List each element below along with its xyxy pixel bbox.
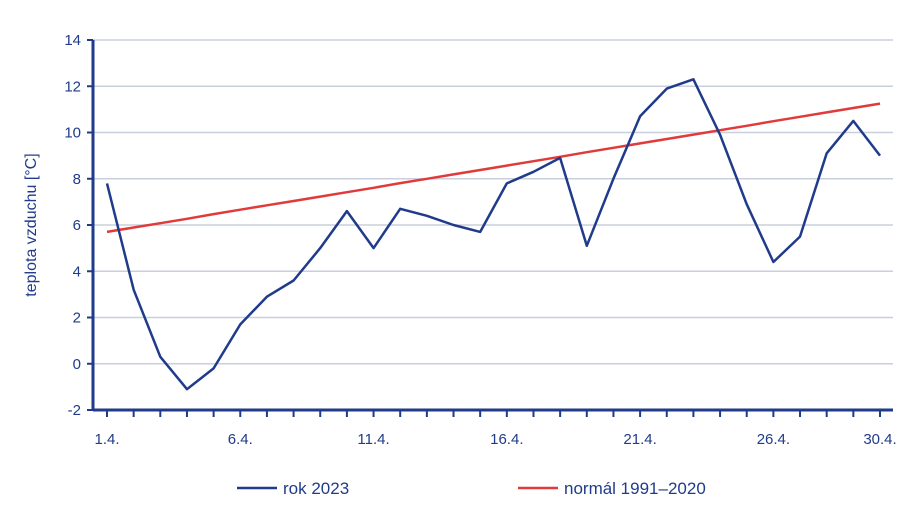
- x-tick-label: 11.4.: [357, 431, 389, 448]
- y-tick-label: 10: [64, 125, 81, 142]
- x-tick-label: 16.4.: [490, 431, 523, 448]
- axes: [87, 39, 893, 417]
- x-tick-label: 1.4.: [94, 431, 119, 448]
- y-tick-label: 2: [73, 310, 81, 327]
- series-line-normal: [106, 102, 881, 234]
- series-lines: [105, 78, 881, 391]
- y-tick-label: 8: [73, 171, 81, 188]
- y-tick-label: -2: [68, 402, 81, 419]
- y-tick-label: 0: [73, 356, 81, 373]
- series-line-rok-2023: [105, 78, 881, 391]
- legend-label-rok-2023: rok 2023: [283, 479, 349, 498]
- y-axis-title: teplota vzduchu [°C]: [23, 153, 40, 296]
- x-tick-labels: 1.4. 6.4. 11.4. 16.4. 21.4. 26.4. 30.4.: [94, 431, 896, 448]
- legend-item-normal: normál 1991–2020: [518, 479, 706, 498]
- grid-lines: [93, 39, 893, 365]
- legend: rok 2023 normál 1991–2020: [237, 479, 706, 498]
- y-tick-label: 4: [73, 263, 81, 280]
- y-tick-label: 12: [64, 78, 81, 95]
- y-tick-label: 6: [73, 217, 81, 234]
- legend-item-rok-2023: rok 2023: [237, 479, 349, 498]
- legend-label-normal: normál 1991–2020: [564, 479, 706, 498]
- x-tick-label: 6.4.: [228, 431, 253, 448]
- x-tick-label: 30.4.: [863, 431, 896, 448]
- y-tick-label: 14: [64, 32, 81, 49]
- y-tick-labels: -2 0 2 4 6 8 10 12 14: [64, 32, 81, 419]
- x-tick-label: 26.4.: [757, 431, 790, 448]
- x-tick-label: 21.4.: [623, 431, 656, 448]
